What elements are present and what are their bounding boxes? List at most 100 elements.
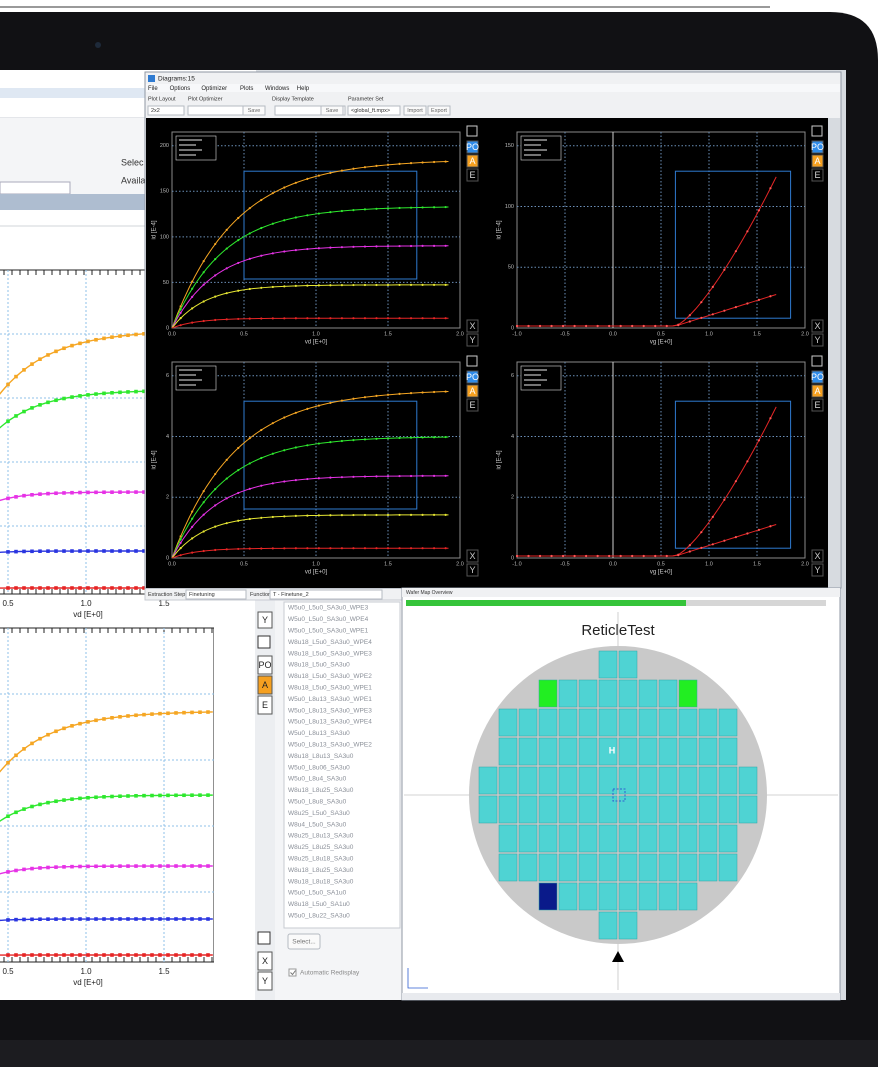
- button[interactable]: [257, 675, 273, 695]
- die[interactable]: [718, 737, 738, 766]
- button[interactable]: [320, 105, 344, 116]
- die[interactable]: [578, 679, 598, 708]
- die[interactable]: [638, 766, 658, 795]
- button[interactable]: [811, 563, 824, 577]
- button[interactable]: [403, 105, 427, 116]
- die[interactable]: [558, 882, 578, 911]
- die[interactable]: [678, 795, 698, 824]
- list-item[interactable]: W8u18_L8u18_SA3u0: [288, 878, 354, 885]
- list-item[interactable]: W8u18_L5u0_SA3u0: [288, 662, 350, 669]
- die[interactable]: [498, 824, 518, 853]
- die[interactable]: [598, 766, 618, 795]
- button[interactable]: [257, 971, 273, 991]
- button[interactable]: [811, 549, 824, 563]
- die[interactable]: [718, 766, 738, 795]
- list-item[interactable]: W5u0_L8u8_SA3u0: [288, 799, 347, 806]
- die[interactable]: [538, 679, 558, 708]
- die[interactable]: [618, 766, 638, 795]
- die[interactable]: [558, 679, 578, 708]
- die[interactable]: [738, 795, 758, 824]
- die[interactable]: [498, 766, 518, 795]
- list-item[interactable]: W5u0_L5u0_SA3u0_WPE3: [288, 605, 369, 612]
- die[interactable]: [638, 737, 658, 766]
- die[interactable]: [678, 737, 698, 766]
- die[interactable]: [658, 853, 678, 882]
- button[interactable]: [811, 168, 824, 182]
- die[interactable]: [678, 882, 698, 911]
- combo[interactable]: [185, 589, 247, 600]
- die[interactable]: [718, 824, 738, 853]
- die[interactable]: [598, 737, 618, 766]
- button[interactable]: [466, 370, 479, 384]
- die[interactable]: [658, 824, 678, 853]
- button[interactable]: [811, 319, 824, 333]
- die[interactable]: [538, 766, 558, 795]
- checkbox[interactable]: [288, 968, 297, 977]
- die[interactable]: [638, 708, 658, 737]
- die[interactable]: [598, 795, 618, 824]
- die[interactable]: [518, 853, 538, 882]
- list-item[interactable]: W5u0_L8u13_SA3u0_WPE2: [288, 742, 372, 749]
- list-item[interactable]: W5u0_L8u13_SA3u0_WPE1: [288, 696, 372, 703]
- die[interactable]: [618, 650, 638, 679]
- button[interactable]: [811, 154, 824, 168]
- die[interactable]: [578, 824, 598, 853]
- die[interactable]: [598, 911, 618, 940]
- list-item[interactable]: W8u18_L8u25_SA3u0: [288, 867, 354, 874]
- die[interactable]: [518, 824, 538, 853]
- list-item[interactable]: W5u0_L8u4_SA3u0: [288, 776, 347, 783]
- combo[interactable]: [274, 105, 346, 116]
- button[interactable]: [466, 140, 479, 154]
- die[interactable]: [718, 795, 738, 824]
- list-item[interactable]: W8u25_L5u0_SA3u0: [288, 810, 350, 817]
- die[interactable]: [498, 853, 518, 882]
- die[interactable]: [578, 737, 598, 766]
- list-item[interactable]: W5u0_L5u0_SA1u0: [288, 890, 347, 897]
- list-item[interactable]: W8u25_L8u18_SA3u0: [288, 856, 354, 863]
- die[interactable]: [498, 708, 518, 737]
- list-item[interactable]: W8u18_L8u25_SA3u0: [288, 787, 354, 794]
- die[interactable]: [578, 708, 598, 737]
- combo[interactable]: [147, 105, 185, 116]
- die[interactable]: [678, 679, 698, 708]
- menu-item[interactable]: Windows: [265, 86, 289, 92]
- die[interactable]: [618, 882, 638, 911]
- die[interactable]: [598, 679, 618, 708]
- button[interactable]: [466, 398, 479, 412]
- die[interactable]: [658, 795, 678, 824]
- die[interactable]: [698, 824, 718, 853]
- die[interactable]: [738, 766, 758, 795]
- button[interactable]: [466, 563, 479, 577]
- die[interactable]: [618, 824, 638, 853]
- die[interactable]: [538, 853, 558, 882]
- list-item[interactable]: W5u0_L8u13_SA3u0: [288, 730, 350, 737]
- die[interactable]: [538, 882, 558, 911]
- menu-item[interactable]: Optimizer: [201, 86, 227, 92]
- die[interactable]: [598, 853, 618, 882]
- die[interactable]: [698, 737, 718, 766]
- die[interactable]: [658, 882, 678, 911]
- button[interactable]: [466, 154, 479, 168]
- list-item[interactable]: W8u18_L5u0_SA3u0_WPE2: [288, 673, 372, 680]
- die[interactable]: [658, 766, 678, 795]
- die[interactable]: [478, 766, 498, 795]
- menu-item[interactable]: File: [148, 86, 158, 92]
- list-item[interactable]: W8u18_L5u0_SA3u0_WPE4: [288, 639, 372, 646]
- die[interactable]: [698, 853, 718, 882]
- die[interactable]: [518, 708, 538, 737]
- button[interactable]: [257, 655, 273, 675]
- die[interactable]: [578, 882, 598, 911]
- die[interactable]: [598, 650, 618, 679]
- die[interactable]: [538, 737, 558, 766]
- die[interactable]: [678, 853, 698, 882]
- die[interactable]: [578, 853, 598, 882]
- list-item[interactable]: W8u25_L8u13_SA3u0: [288, 833, 354, 840]
- die[interactable]: [638, 795, 658, 824]
- die[interactable]: [658, 679, 678, 708]
- die[interactable]: [498, 795, 518, 824]
- die[interactable]: [698, 795, 718, 824]
- die[interactable]: [698, 766, 718, 795]
- die[interactable]: [478, 795, 498, 824]
- die[interactable]: [618, 679, 638, 708]
- die[interactable]: [558, 708, 578, 737]
